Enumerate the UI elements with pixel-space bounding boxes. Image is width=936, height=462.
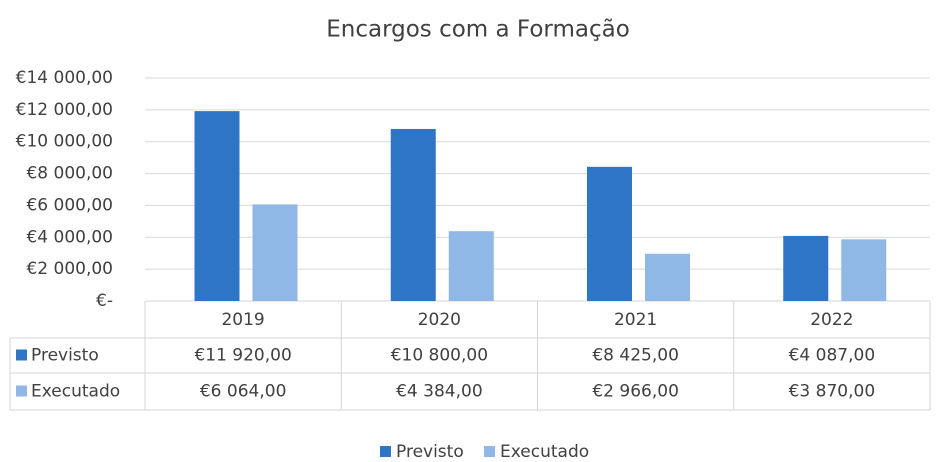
y-tick-label: €14 000,00 xyxy=(16,68,113,88)
table-row-label: Executado xyxy=(31,382,120,402)
bar xyxy=(448,231,494,301)
table-cell: €2 966,00 xyxy=(592,382,679,402)
table-legend-key xyxy=(16,349,27,361)
x-tick-label: 2021 xyxy=(614,310,657,330)
y-tick-label: €2 000,00 xyxy=(26,259,113,279)
legend-key xyxy=(484,446,495,457)
table-cell: €8 425,00 xyxy=(592,346,679,366)
y-tick-label: €- xyxy=(96,291,113,311)
y-tick-label: €4 000,00 xyxy=(26,227,113,247)
bar xyxy=(252,204,298,301)
legend-label: Executado xyxy=(500,442,589,462)
y-tick-label: €6 000,00 xyxy=(26,195,113,215)
x-tick-label: 2019 xyxy=(221,310,264,330)
chart-title: Encargos com a Formação xyxy=(326,17,630,43)
table-row-label: Previsto xyxy=(31,346,99,366)
x-tick-label: 2020 xyxy=(418,310,461,330)
table-cell: €3 870,00 xyxy=(789,382,876,402)
legend-key xyxy=(380,446,391,457)
bar xyxy=(841,239,887,301)
legend-label: Previsto xyxy=(396,442,464,462)
table-legend-key xyxy=(16,385,27,397)
bar xyxy=(645,253,690,301)
bar xyxy=(587,166,632,301)
y-tick-label: €10 000,00 xyxy=(16,132,113,152)
bar xyxy=(194,111,240,301)
table-cell: €11 920,00 xyxy=(194,346,291,366)
y-tick-label: €12 000,00 xyxy=(16,100,113,120)
table-cell: €6 064,00 xyxy=(200,382,287,402)
x-tick-label: 2022 xyxy=(810,310,853,330)
table-cell: €10 800,00 xyxy=(391,346,488,366)
bar xyxy=(390,128,436,301)
table-cell: €4 087,00 xyxy=(789,346,876,366)
table-cell: €4 384,00 xyxy=(396,382,483,402)
y-tick-label: €8 000,00 xyxy=(26,164,113,184)
bar xyxy=(783,235,829,301)
